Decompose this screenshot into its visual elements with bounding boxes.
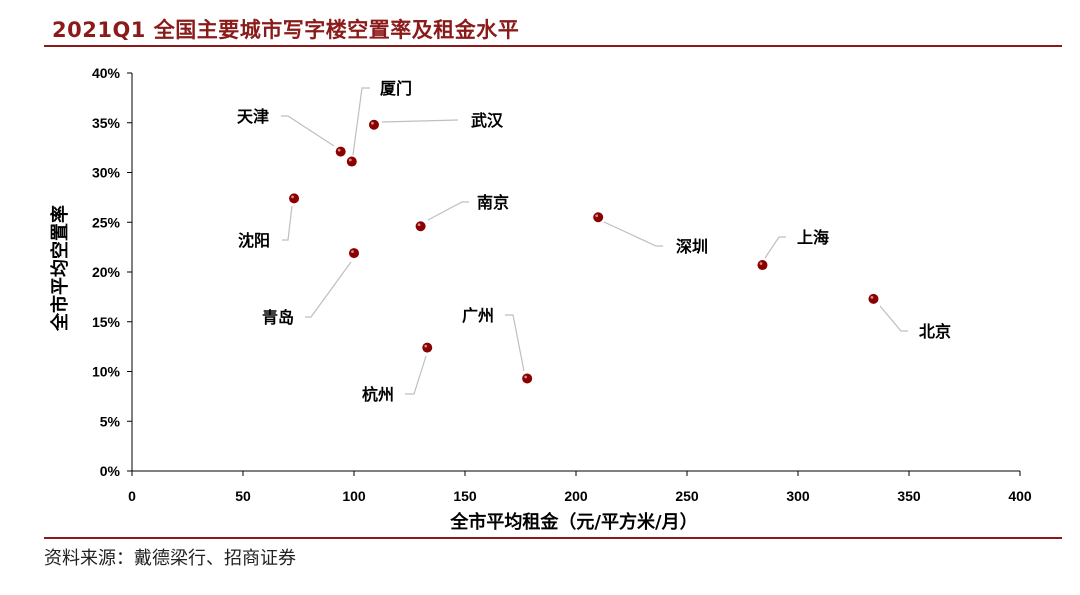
x-axis-title: 全市平均租金（元/平方米/月） bbox=[449, 511, 697, 533]
leader-line bbox=[764, 236, 786, 259]
point-label: 广州 bbox=[462, 306, 494, 325]
scatter-chart: 0% 5% 10% 15% 20% 25% 30% 35% 40% 0 50 100 150 200 250… bbox=[49, 65, 1032, 533]
y-tick-label: 5% bbox=[100, 413, 121, 429]
y-tick-label: 40% bbox=[92, 65, 121, 81]
leader-line bbox=[281, 115, 335, 147]
x-tick-label: 250 bbox=[675, 488, 699, 504]
leader-line bbox=[282, 205, 293, 241]
point-label: 武汉 bbox=[471, 111, 504, 130]
y-axis-title: 全市平均空置率 bbox=[49, 205, 71, 332]
point-label: 厦门 bbox=[380, 79, 412, 98]
data-point bbox=[757, 260, 768, 271]
data-point-highlight bbox=[417, 223, 421, 227]
y-tick-label: 30% bbox=[92, 165, 121, 181]
point-label: 上海 bbox=[797, 228, 829, 247]
y-tick-label: 35% bbox=[92, 115, 121, 131]
x-tick-label: 100 bbox=[342, 488, 366, 504]
point-label: 深圳 bbox=[676, 237, 708, 256]
chart-title: 2021Q1 全国主要城市写字楼空置率及租金水平 bbox=[52, 18, 520, 42]
data-point bbox=[415, 221, 426, 232]
leader-line bbox=[603, 221, 663, 247]
data-point-highlight bbox=[595, 214, 599, 218]
source-note: 资料来源：戴德梁行、招商证券 bbox=[44, 548, 296, 569]
x-tick-label: 50 bbox=[235, 488, 251, 504]
data-point-highlight bbox=[371, 121, 374, 125]
title-divider bbox=[44, 45, 1062, 47]
data-point-highlight bbox=[348, 158, 352, 162]
data-point bbox=[346, 156, 357, 167]
leader-line bbox=[427, 201, 469, 221]
leader-line bbox=[305, 261, 352, 318]
data-point-highlight bbox=[351, 250, 354, 253]
point-label: 北京 bbox=[919, 322, 951, 341]
footer-divider bbox=[44, 537, 1062, 539]
x-tick-label: 300 bbox=[786, 488, 810, 504]
data-point-highlight bbox=[759, 262, 763, 265]
axes: 0% 5% 10% 15% 20% 25% 30% 35% 40% 0 50 100 150 200 250… bbox=[92, 65, 1032, 504]
x-tick-label: 150 bbox=[453, 488, 477, 504]
point-label: 沈阳 bbox=[238, 231, 270, 250]
data-point bbox=[422, 342, 433, 353]
x-tick-label: 0 bbox=[128, 488, 136, 504]
y-tick-label: 0% bbox=[100, 463, 121, 479]
y-tick-label: 20% bbox=[92, 264, 121, 280]
point-label: 南京 bbox=[477, 193, 509, 212]
point-label: 杭州 bbox=[362, 385, 394, 404]
data-point bbox=[522, 373, 533, 384]
data-point-highlight bbox=[291, 195, 294, 199]
point-label: 天津 bbox=[237, 107, 269, 126]
data-point-highlight bbox=[524, 375, 528, 379]
data-point-highlight bbox=[337, 148, 341, 152]
data-point bbox=[349, 248, 359, 259]
leader-line bbox=[381, 119, 459, 123]
leader-line bbox=[352, 87, 370, 156]
x-tick-label: 200 bbox=[564, 488, 588, 504]
y-tick-label: 25% bbox=[92, 214, 121, 230]
data-points bbox=[289, 119, 879, 384]
data-point bbox=[593, 212, 604, 223]
x-tick-label: 350 bbox=[897, 488, 921, 504]
data-point bbox=[335, 146, 346, 157]
leader-lines bbox=[281, 87, 908, 395]
leader-line bbox=[405, 355, 427, 395]
data-point bbox=[289, 193, 300, 204]
data-point bbox=[368, 119, 379, 130]
leader-line bbox=[505, 314, 525, 372]
data-point-highlight bbox=[424, 344, 428, 348]
x-tick-label: 400 bbox=[1008, 488, 1032, 504]
data-point-highlight bbox=[870, 295, 874, 299]
y-tick-label: 10% bbox=[92, 364, 121, 380]
data-point bbox=[868, 293, 879, 304]
y-tick-label: 15% bbox=[92, 314, 121, 330]
leader-line bbox=[879, 305, 908, 332]
point-label: 青岛 bbox=[262, 308, 294, 327]
